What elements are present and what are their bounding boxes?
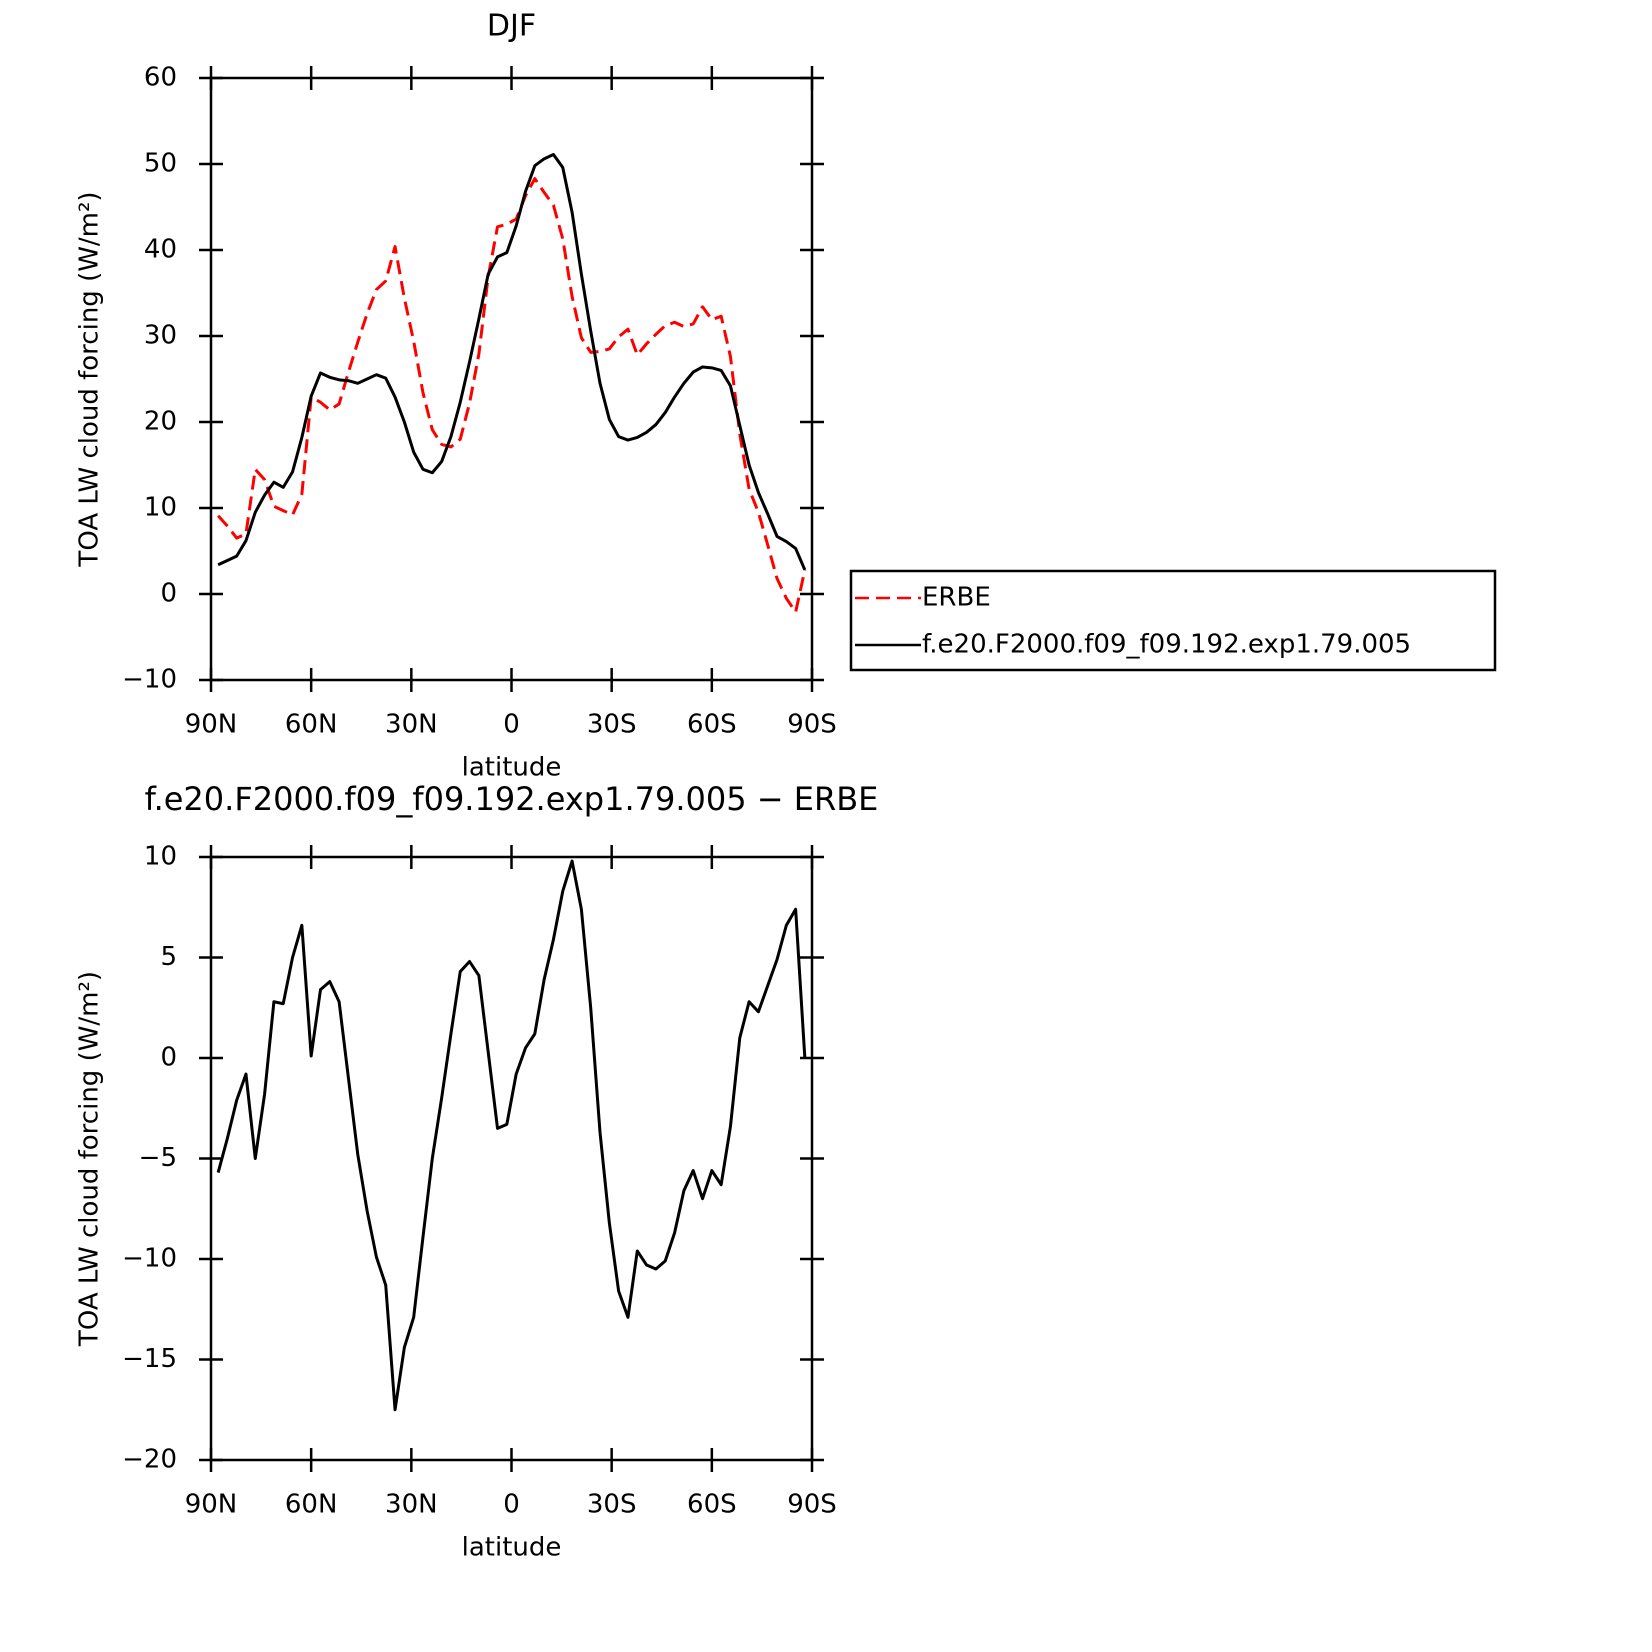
x-tick-label: 30N (385, 1490, 438, 1520)
legend-box (849, 569, 1497, 672)
y-tick-label: 50 (144, 149, 177, 179)
plot-frame (209, 855, 814, 1462)
y-tick-label: 0 (160, 579, 177, 609)
y-tick-label: −10 (122, 665, 177, 695)
x-tick-label: 90S (787, 710, 837, 740)
x-tick-label: 60N (285, 1490, 338, 1520)
y-tick-label: 60 (144, 63, 177, 93)
y-tick-label: 30 (144, 321, 177, 351)
y-tick-label: −5 (139, 1143, 177, 1173)
y-tick-label: 40 (144, 235, 177, 265)
x-tick-label: 60N (285, 710, 338, 740)
x-tick-label: 30S (587, 1490, 637, 1520)
chart-title: DJF (487, 9, 536, 44)
x-tick-label: 60S (687, 710, 737, 740)
x-tick-label: 30N (385, 710, 438, 740)
legend-label: ERBE (922, 583, 991, 613)
y-tick-label: −20 (122, 1445, 177, 1475)
x-tick-label: 30S (587, 710, 637, 740)
data-line (217, 153, 807, 571)
x-tick-label: 0 (503, 710, 520, 740)
legend-label: f.e20.F2000.f09_f09.192.exp1.79.005 (922, 630, 1411, 660)
x-tick-label: 90S (787, 1490, 837, 1520)
x-axis-label: latitude (462, 753, 562, 783)
x-tick-label: 90N (185, 710, 238, 740)
x-tick-label: 0 (503, 1490, 520, 1520)
y-axis-label: TOA LW cloud forcing (W/m²) (75, 971, 105, 1347)
data-line (216, 859, 807, 1412)
y-tick-label: −10 (122, 1244, 177, 1274)
y-tick-label: 20 (144, 407, 177, 437)
y-tick-label: 10 (144, 493, 177, 523)
data-line (217, 177, 807, 614)
plot-frame (209, 76, 814, 682)
chart-title: f.e20.F2000.f09_f09.192.exp1.79.005 − ER… (145, 780, 879, 818)
x-tick-label: 90N (185, 1490, 238, 1520)
x-tick-label: 60S (687, 1490, 737, 1520)
y-axis-label: TOA LW cloud forcing (W/m²) (75, 191, 105, 567)
y-tick-label: −15 (122, 1344, 177, 1374)
x-axis-label: latitude (462, 1533, 562, 1563)
y-tick-label: 10 (144, 842, 177, 872)
y-tick-label: 5 (160, 942, 177, 972)
y-tick-label: 0 (160, 1043, 177, 1073)
